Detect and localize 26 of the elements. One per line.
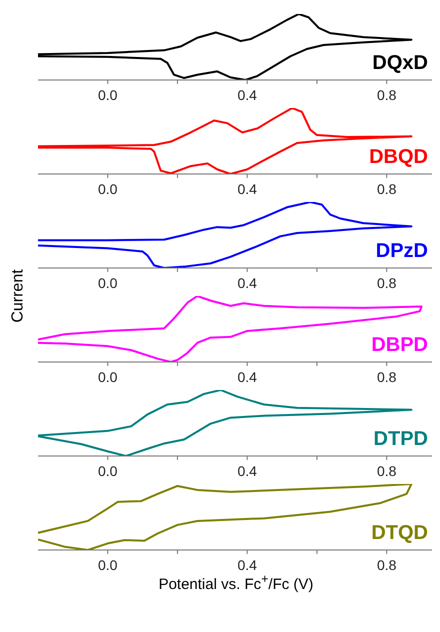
x-tick-label: 0.4	[237, 557, 258, 573]
series-label: DPzD	[376, 240, 428, 263]
series-label: DQxD	[372, 52, 428, 75]
x-tick-label: 0.4	[237, 369, 258, 385]
x-tick-label: 0.0	[98, 275, 118, 291]
x-tick-label: 0.8	[376, 87, 397, 103]
x-tick-label: 0.8	[376, 369, 397, 385]
series-label: DTQD	[371, 522, 428, 545]
x-tick-label: 0.0	[98, 369, 118, 385]
series-label: DBPD	[371, 334, 428, 357]
x-tick-label: 0.8	[376, 463, 397, 479]
x-tick-label: 0.4	[237, 181, 258, 197]
series-label: DBQD	[369, 146, 428, 169]
series-label: DTPD	[374, 428, 428, 451]
x-tick-label: 0.0	[98, 557, 118, 573]
x-tick-label: 0.8	[376, 181, 397, 197]
y-axis-title: Current	[10, 269, 28, 323]
x-axis-title: Potential vs. Fc$^{+}$/Fc (V)	[158, 572, 314, 593]
x-tick-label: 0.8	[376, 275, 397, 291]
x-tick-label: 0.8	[376, 557, 397, 573]
x-tick-label: 0.0	[98, 181, 118, 197]
x-tick-label: 0.0	[98, 87, 118, 103]
x-tick-label: 0.4	[237, 463, 258, 479]
x-tick-label: 0.4	[237, 275, 258, 291]
x-tick-label: 0.0	[98, 463, 118, 479]
x-tick-label: 0.4	[237, 87, 258, 103]
